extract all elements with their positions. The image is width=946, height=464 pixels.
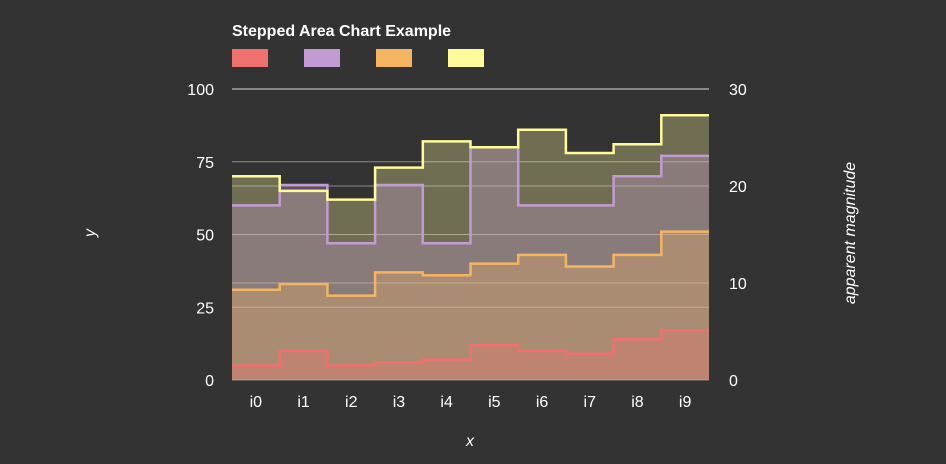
series-area-3 xyxy=(232,115,709,380)
legend-swatch xyxy=(448,49,484,67)
x-tick-label: i1 xyxy=(297,394,310,411)
legend-swatch xyxy=(232,49,268,67)
series-line-3 xyxy=(232,113,709,201)
y2-tick-label: 10 xyxy=(729,276,747,293)
y-tick-label: 25 xyxy=(196,300,214,317)
x-tick-label: i5 xyxy=(488,394,501,411)
series-line-1 xyxy=(232,145,709,245)
x-axis-title: x xyxy=(465,433,475,450)
y2-tick-label: 30 xyxy=(729,82,747,99)
y-tick-label: 50 xyxy=(196,228,214,245)
chart-legend xyxy=(232,49,484,67)
series-area-2 xyxy=(232,231,709,380)
legend-swatch xyxy=(304,49,340,67)
y-axis-title: y xyxy=(82,228,99,238)
x-tick-label: i8 xyxy=(631,394,644,411)
x-tick-label: i0 xyxy=(250,394,263,411)
y2-tick-label: 20 xyxy=(729,179,747,196)
x-tick-label: i9 xyxy=(679,394,692,411)
x-tick-label: i4 xyxy=(440,394,453,411)
chart-title: Stepped Area Chart Example xyxy=(232,23,451,40)
y-tick-label: 0 xyxy=(205,373,214,390)
y-axis-ticks: 0 25 50 75 100 xyxy=(187,82,214,390)
x-tick-label: i7 xyxy=(584,394,597,411)
chart-series-lines xyxy=(232,113,709,367)
series-line-0 xyxy=(232,329,709,367)
x-tick-label: i2 xyxy=(345,394,358,411)
y-tick-label: 100 xyxy=(187,82,214,99)
x-tick-label: i6 xyxy=(536,394,549,411)
y-tick-label: 75 xyxy=(196,155,214,172)
legend-swatch xyxy=(376,49,412,67)
x-tick-label: i3 xyxy=(393,394,406,411)
series-line-2 xyxy=(232,230,709,297)
x-axis-ticks: i0 i1 i2 i3 i4 i5 i6 i7 i8 i9 xyxy=(250,394,692,411)
y2-axis-title: apparent magnitude xyxy=(842,162,859,304)
y2-axis-ticks: 0 10 20 30 xyxy=(729,82,747,390)
y2-tick-label: 0 xyxy=(729,373,738,390)
